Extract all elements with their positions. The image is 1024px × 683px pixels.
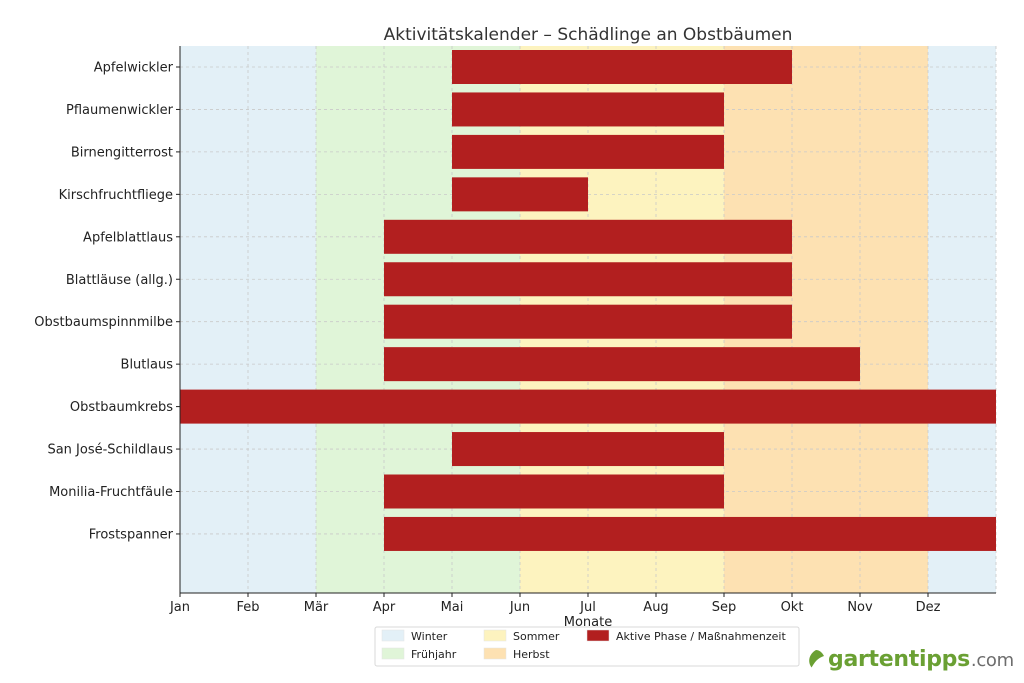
x-tick-label: Sep bbox=[712, 600, 737, 615]
x-tick-label: Apr bbox=[373, 600, 396, 615]
y-tick-label: San José-Schildlaus bbox=[47, 443, 173, 458]
legend-label: Winter bbox=[411, 630, 448, 643]
x-tick-label: Jun bbox=[509, 600, 530, 615]
y-tick-label: Kirschfruchtfliege bbox=[59, 188, 173, 203]
y-tick-label: Frostspanner bbox=[89, 527, 174, 542]
leaf-icon bbox=[809, 650, 824, 669]
legend-label: Frühjahr bbox=[411, 648, 457, 661]
x-tick-label: Nov bbox=[847, 600, 873, 615]
y-tick-label: Pflaumenwickler bbox=[66, 103, 174, 118]
x-tick-label: Feb bbox=[236, 600, 259, 615]
x-tick-label: Mär bbox=[304, 600, 329, 615]
y-tick-label: Monilia-Fruchtfäule bbox=[49, 485, 173, 500]
chart-title: Aktivitätskalender – Schädlinge an Obstb… bbox=[384, 25, 793, 45]
activity-bar bbox=[180, 389, 996, 424]
logo-brand-text: gartentipps bbox=[828, 646, 970, 672]
activity-bar bbox=[384, 304, 792, 339]
activity-bar bbox=[384, 516, 996, 551]
y-tick-label: Blattläuse (allg.) bbox=[66, 273, 173, 288]
activity-bar bbox=[452, 134, 724, 169]
y-tick-label: Birnengitterrost bbox=[71, 145, 173, 160]
activity-bar bbox=[384, 219, 792, 254]
legend-swatch bbox=[381, 629, 405, 642]
activity-bar bbox=[452, 177, 588, 212]
x-tick-label: Okt bbox=[781, 600, 804, 615]
logo-tld-text: .com bbox=[970, 649, 1014, 671]
y-tick-label: Apfelblattlaus bbox=[83, 230, 173, 245]
legend-swatch bbox=[586, 629, 610, 642]
x-tick-label: Dez bbox=[916, 600, 941, 615]
legend-box bbox=[374, 626, 800, 667]
season-band-5 bbox=[928, 46, 996, 593]
legend-label: Herbst bbox=[513, 648, 550, 661]
activity-bar bbox=[452, 50, 792, 84]
activity-bar bbox=[384, 262, 792, 297]
legend-label: Sommer bbox=[513, 630, 560, 643]
activity-bar bbox=[384, 474, 724, 509]
x-tick-label: Jan bbox=[169, 600, 190, 615]
y-axis-labels: Apfelwickler Pflaumenwickler Birnengitterr… bbox=[34, 61, 180, 542]
x-tick-label: Aug bbox=[643, 600, 668, 615]
activity-bar bbox=[384, 347, 860, 382]
y-tick-label: Apfelwickler bbox=[94, 61, 174, 76]
legend-label: Aktive Phase / Maßnahmenzeit bbox=[616, 630, 786, 643]
x-tick-label: Jul bbox=[579, 600, 596, 615]
legend-swatch bbox=[483, 647, 507, 660]
activity-bar bbox=[452, 432, 724, 467]
y-tick-label: Blutlaus bbox=[121, 358, 174, 373]
legend-swatch bbox=[381, 647, 405, 660]
y-tick-label: Obstbaumkrebs bbox=[70, 400, 173, 415]
activity-bar bbox=[452, 92, 724, 127]
x-axis-labels: Jan Feb Mär Apr Mai Jun Jul Aug Sep Okt Nov Dez bbox=[169, 593, 941, 615]
logo-wordmark: gartentipps.com bbox=[828, 647, 1014, 672]
y-tick-label: Obstbaumspinnmilbe bbox=[34, 315, 173, 330]
x-axis-title: Monate bbox=[564, 615, 612, 630]
x-tick-label: Mai bbox=[441, 600, 464, 615]
legend: Winter Frühjahr Sommer Herbst Aktive Phase /… bbox=[374, 626, 800, 667]
gartentipps-logo: gartentipps.com bbox=[806, 644, 1014, 674]
activity-bars bbox=[180, 50, 996, 551]
legend-swatch bbox=[483, 629, 507, 642]
